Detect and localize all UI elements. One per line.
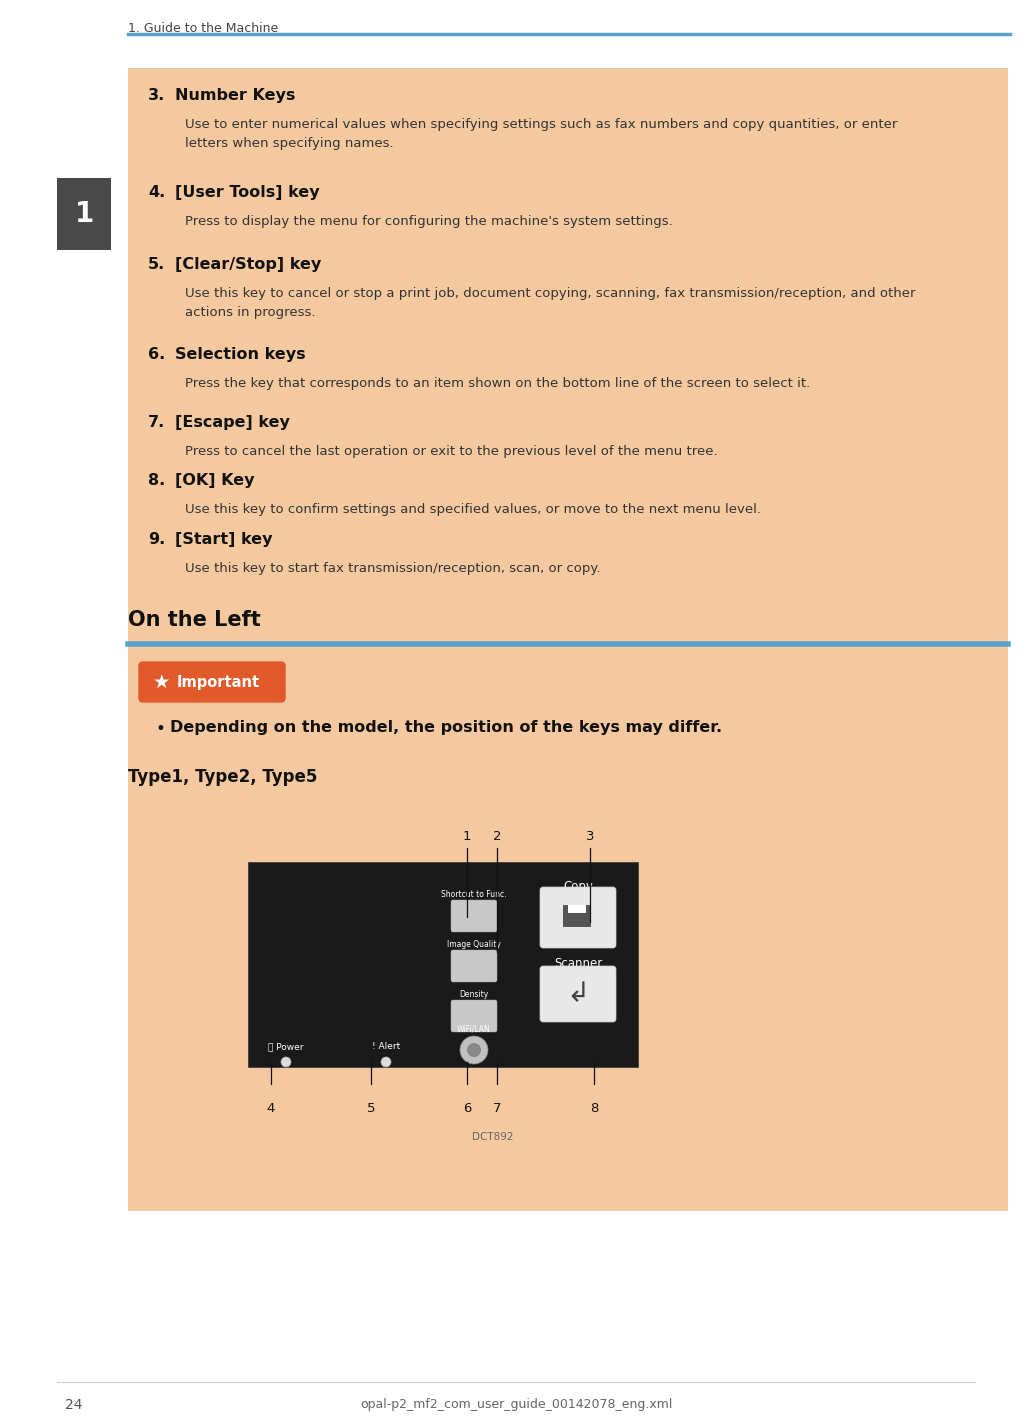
Text: DCT892: DCT892 xyxy=(473,1133,514,1142)
FancyBboxPatch shape xyxy=(451,1000,497,1032)
Text: 8.: 8. xyxy=(148,473,165,487)
Text: 5.: 5. xyxy=(148,257,165,271)
Text: Image Quality: Image Quality xyxy=(447,941,501,949)
Circle shape xyxy=(467,1043,481,1057)
Text: [Escape] key: [Escape] key xyxy=(175,415,290,431)
Text: Use this key to start fax transmission/reception, scan, or copy.: Use this key to start fax transmission/r… xyxy=(185,561,601,576)
FancyBboxPatch shape xyxy=(540,887,616,948)
Text: WiFi/LAN: WiFi/LAN xyxy=(457,1025,491,1034)
Text: 7: 7 xyxy=(492,1103,502,1115)
Text: Density: Density xyxy=(459,990,488,999)
Text: 3: 3 xyxy=(586,830,594,843)
Circle shape xyxy=(281,1057,291,1067)
Text: 4: 4 xyxy=(267,1103,276,1115)
Bar xyxy=(563,905,591,926)
Text: On the Left: On the Left xyxy=(128,610,261,630)
FancyBboxPatch shape xyxy=(139,662,285,702)
Circle shape xyxy=(381,1057,391,1067)
Text: 7.: 7. xyxy=(148,415,165,431)
Text: [Start] key: [Start] key xyxy=(175,531,272,547)
Bar xyxy=(568,905,586,914)
Text: ! Alert: ! Alert xyxy=(372,1042,400,1052)
Text: Depending on the model, the position of the keys may differ.: Depending on the model, the position of … xyxy=(170,720,722,735)
Bar xyxy=(248,863,638,1067)
Text: Important: Important xyxy=(176,675,260,689)
FancyBboxPatch shape xyxy=(451,951,497,982)
Text: •: • xyxy=(155,720,165,737)
Text: ⓧ Power: ⓧ Power xyxy=(268,1042,303,1052)
Circle shape xyxy=(460,1036,488,1064)
FancyBboxPatch shape xyxy=(540,966,616,1022)
Text: Copy: Copy xyxy=(563,880,593,892)
Text: 5: 5 xyxy=(366,1103,376,1115)
Text: 8: 8 xyxy=(590,1103,599,1115)
Text: Press to display the menu for configuring the machine's system settings.: Press to display the menu for configurin… xyxy=(185,215,673,227)
Text: Scanner: Scanner xyxy=(554,956,602,971)
Text: Use to enter numerical values when specifying settings such as fax numbers and c: Use to enter numerical values when speci… xyxy=(185,118,898,151)
Text: Press to cancel the last operation or exit to the previous level of the menu tre: Press to cancel the last operation or ex… xyxy=(185,445,717,458)
Text: opal-p2_mf2_com_user_guide_00142078_eng.xml: opal-p2_mf2_com_user_guide_00142078_eng.… xyxy=(360,1398,672,1411)
Text: [OK] Key: [OK] Key xyxy=(175,473,255,487)
Text: [User Tools] key: [User Tools] key xyxy=(175,185,320,200)
Bar xyxy=(128,68,1008,1211)
Text: 2: 2 xyxy=(492,830,502,843)
Text: 9.: 9. xyxy=(148,531,165,547)
Text: Shortcut to Func.: Shortcut to Func. xyxy=(442,890,507,899)
FancyBboxPatch shape xyxy=(451,899,497,932)
Bar xyxy=(57,178,111,250)
Text: 1. Guide to the Machine: 1. Guide to the Machine xyxy=(128,21,279,36)
Text: 6: 6 xyxy=(462,1103,472,1115)
Text: ↲: ↲ xyxy=(567,980,589,1007)
Text: Selection keys: Selection keys xyxy=(175,347,305,362)
Text: 24: 24 xyxy=(65,1398,83,1412)
Text: Use this key to confirm settings and specified values, or move to the next menu : Use this key to confirm settings and spe… xyxy=(185,503,761,516)
Text: 3.: 3. xyxy=(148,88,165,102)
Text: [Clear/Stop] key: [Clear/Stop] key xyxy=(175,257,321,271)
Text: Use this key to cancel or stop a print job, document copying, scanning, fax tran: Use this key to cancel or stop a print j… xyxy=(185,287,915,318)
Text: 6.: 6. xyxy=(148,347,165,362)
Text: 1: 1 xyxy=(74,200,94,227)
Text: Type1, Type2, Type5: Type1, Type2, Type5 xyxy=(128,767,318,786)
Text: 1: 1 xyxy=(462,830,472,843)
Text: Press the key that corresponds to an item shown on the bottom line of the screen: Press the key that corresponds to an ite… xyxy=(185,377,810,389)
Text: ★: ★ xyxy=(153,672,169,692)
Text: 4.: 4. xyxy=(148,185,165,200)
Text: Number Keys: Number Keys xyxy=(175,88,295,102)
